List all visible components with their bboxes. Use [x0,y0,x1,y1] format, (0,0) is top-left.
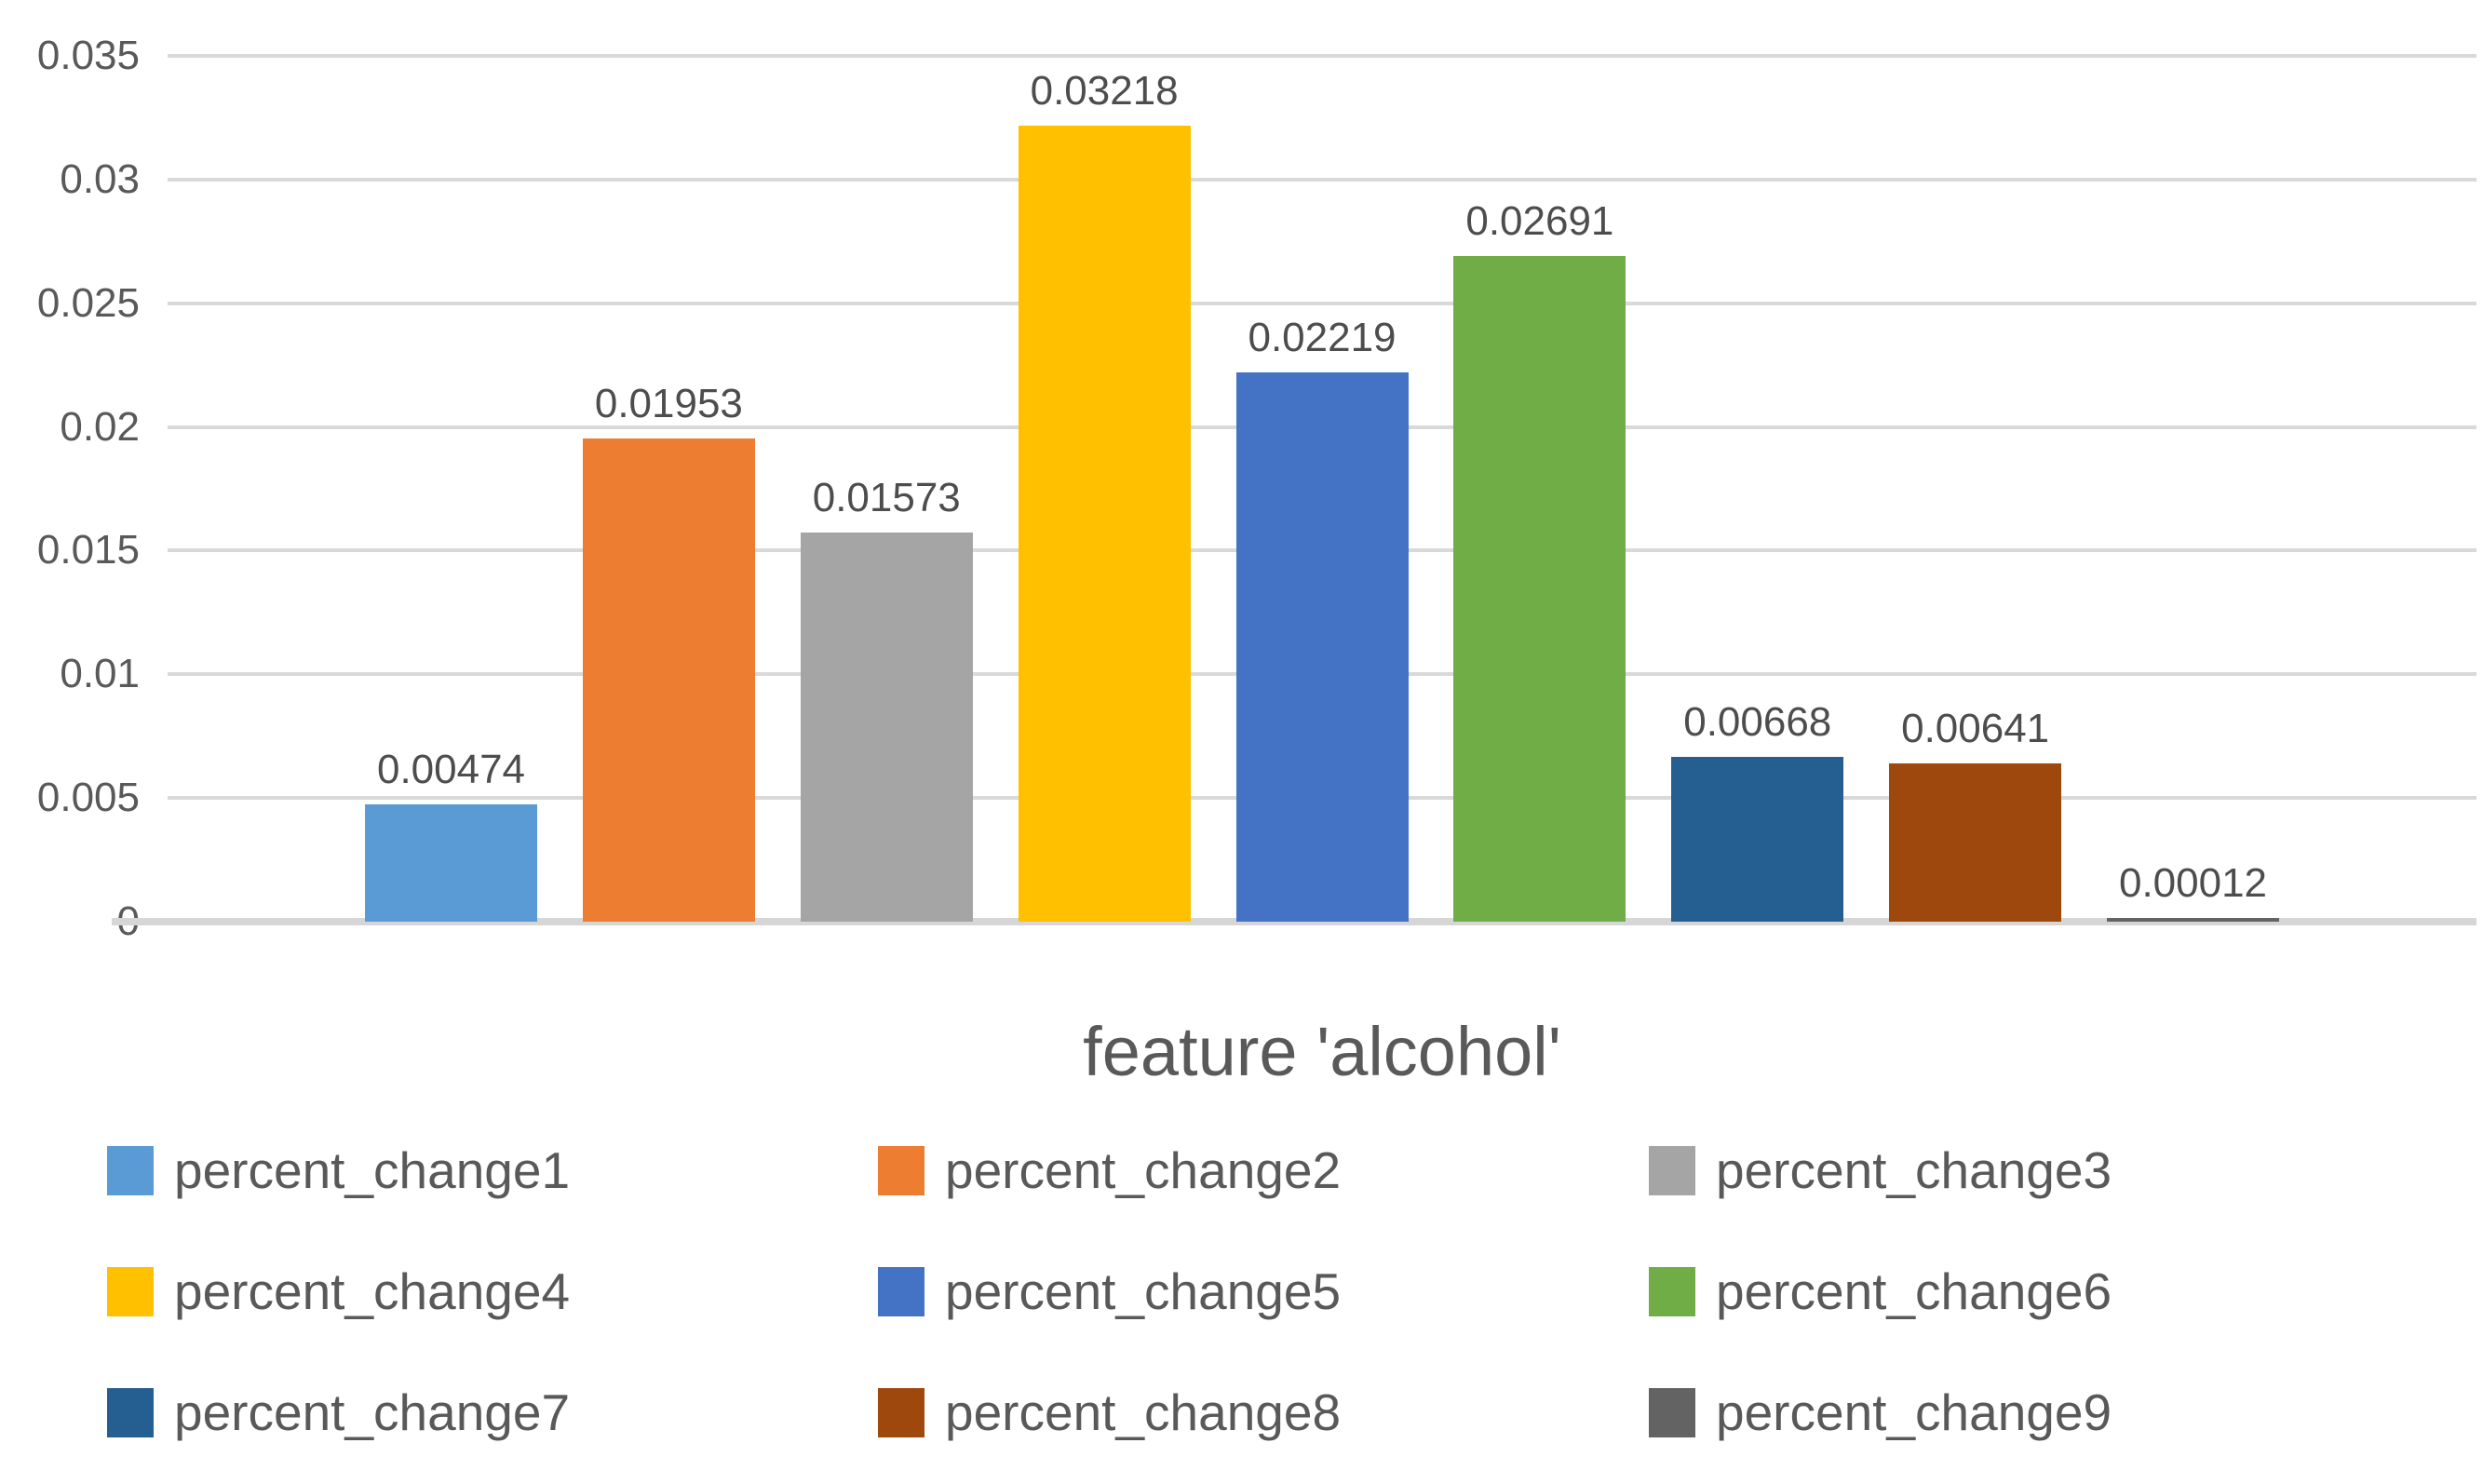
bar-percent_change6: 0.02691 [1453,198,1626,922]
bars-group: 0.00474 0.01953 0.01573 0.03218 0.02219 0.026… [365,56,2279,922]
legend-label: percent_change4 [174,1262,571,1320]
bar-percent_change8: 0.00641 [1889,706,2062,922]
bar-percent_change5: 0.02219 [1235,315,1409,922]
legend-label: percent_change8 [945,1383,1342,1441]
y-tick-label: 0.02 [60,403,140,450]
legend-item-percent_change7: percent_change7 [107,1352,878,1473]
legend-swatch-icon [878,1266,924,1316]
legend-item-percent_change3: percent_change3 [1649,1110,2416,1231]
y-tick-label: 0.03 [60,155,140,202]
legend-label: percent_change2 [945,1141,1342,1199]
legend-label: percent_change6 [1716,1262,2112,1320]
bar-percent_change3: 0.01573 [800,475,973,922]
bar-percent_change4: 0.03218 [1018,68,1191,922]
legend-swatch-icon [1649,1387,1695,1437]
bar-percent_change9: 0.00012 [2107,860,2279,922]
legend-item-percent_change9: percent_change9 [1649,1352,2416,1473]
legend-swatch-icon [107,1145,154,1195]
y-tick-label: 0.015 [36,527,140,573]
bar-percent_change2: 0.01953 [582,381,755,922]
bar-value-label: 0.00012 [2118,860,2268,906]
bar-value-label: 0.01573 [812,475,961,521]
y-tick-label: 0.01 [60,651,140,697]
legend-label: percent_change9 [1716,1383,2112,1441]
legend-item-percent_change1: percent_change1 [107,1110,878,1231]
legend-swatch-icon [1649,1266,1695,1316]
legend-item-percent_change8: percent_change8 [878,1352,1649,1473]
y-tick-label: 0.035 [36,33,140,78]
plot-area: 0.00474 0.01953 0.01573 0.03218 0.02219 0.026… [112,54,2476,925]
legend-item-percent_change6: percent_change6 [1649,1231,2416,1352]
bar-value-label: 0.00641 [1901,705,2050,751]
gridline [168,177,2476,182]
legend-label: percent_change7 [174,1383,571,1441]
legend-swatch-icon [107,1266,154,1316]
y-tick-label: 0.005 [36,775,140,821]
legend-swatch-icon [878,1387,924,1437]
bar-value-label: 0.03218 [1030,67,1179,114]
legend: percent_change1 percent_change2 percent_ch… [107,1110,2453,1473]
legend-label: percent_change1 [174,1141,571,1199]
bar-value-label: 0.02691 [1465,197,1614,244]
gridline [168,301,2476,305]
legend-swatch-icon [107,1387,154,1437]
chart-title: feature 'alcohol' [1083,1013,1561,1090]
x-axis-line [112,918,2476,925]
legend-swatch-icon [878,1145,924,1195]
y-tick-label: 0.025 [36,279,140,326]
legend-item-percent_change2: percent_change2 [878,1110,1649,1231]
legend-item-percent_change5: percent_change5 [878,1231,1649,1352]
bar-percent_change7: 0.00668 [1671,699,1844,922]
gridline [168,54,2476,58]
legend-swatch-icon [1649,1145,1695,1195]
legend-item-percent_change4: percent_change4 [107,1231,878,1352]
bar-value-label: 0.00668 [1683,698,1832,745]
legend-label: percent_change3 [1716,1141,2112,1199]
bar-percent_change1: 0.00474 [365,747,537,922]
legend-label: percent_change5 [945,1262,1342,1320]
bar-value-label: 0.02219 [1248,315,1397,361]
bar-value-label: 0.01953 [594,381,743,427]
bar-value-label: 0.00474 [376,747,526,793]
